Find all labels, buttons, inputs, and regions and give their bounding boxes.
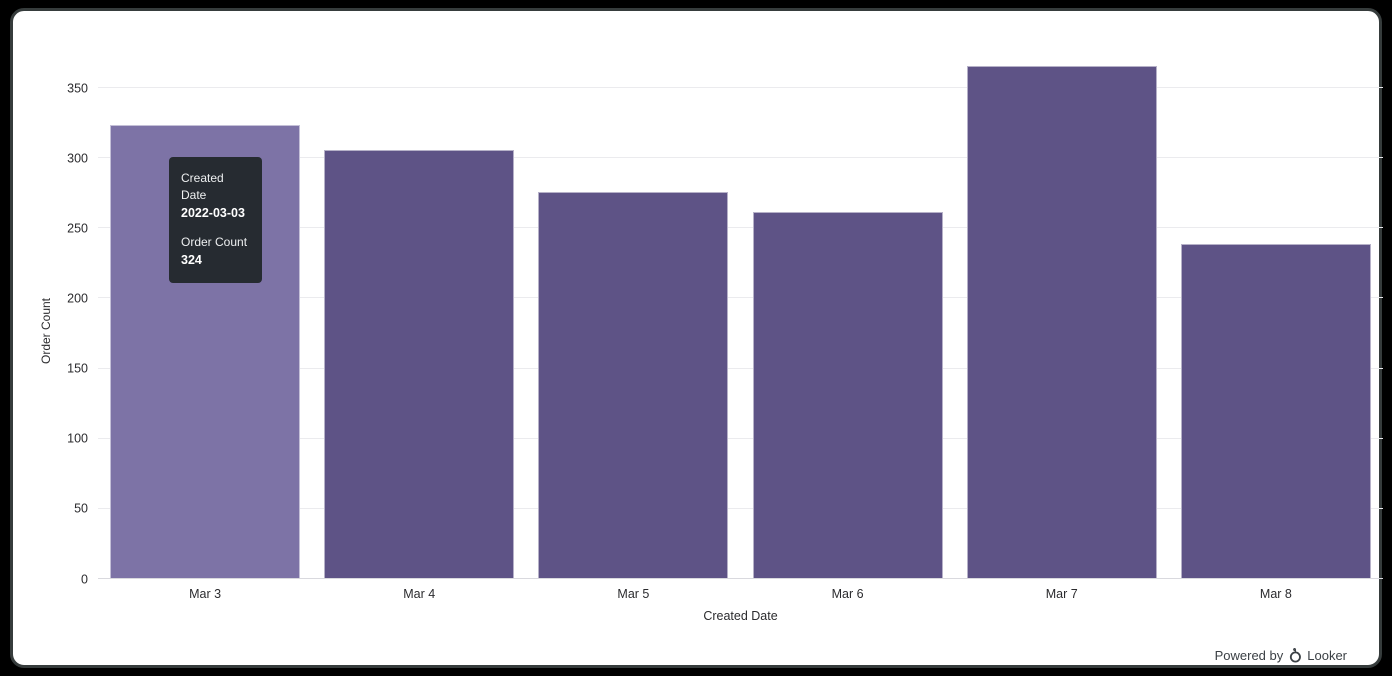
x-tick-label: Mar 8	[1259, 587, 1292, 601]
y-tick-label: 100	[67, 431, 88, 446]
bar-mar-6[interactable]	[752, 211, 943, 579]
powered-by-text: Powered by	[1214, 648, 1284, 663]
bar-mar-8[interactable]	[1180, 243, 1371, 579]
gridline	[98, 367, 1383, 369]
gridline	[98, 507, 1383, 509]
y-axis-ticks: 0 50 100 150 200 250 300 350	[33, 31, 88, 585]
x-axis-line	[98, 578, 1383, 579]
plot-area	[98, 31, 1383, 579]
gridline	[98, 437, 1383, 439]
tooltip-y-value: 324	[181, 253, 202, 267]
y-tick-label: 200	[67, 291, 88, 306]
bar-mar-5[interactable]	[538, 191, 729, 579]
y-tick-label: 150	[67, 361, 88, 376]
x-tick-label: Mar 3	[189, 587, 222, 601]
x-axis-ticks: Mar 3 Mar 4 Mar 5 Mar 6 Mar 7 Mar 8	[98, 588, 1383, 604]
gridline	[98, 297, 1383, 299]
bar-mar-7[interactable]	[966, 65, 1157, 579]
x-tick-label: Mar 7	[1045, 587, 1078, 601]
powered-by-looker[interactable]: Powered by Looker	[1215, 647, 1347, 664]
brand-text: Looker	[1307, 648, 1347, 663]
gridline	[98, 227, 1383, 229]
tooltip: Created Date 2022-03-03 Order Count 324	[169, 157, 262, 283]
gridline	[98, 87, 1383, 89]
tooltip-y-label: Order Count	[181, 235, 248, 249]
y-tick-label: 250	[67, 221, 88, 236]
gridline	[98, 157, 1383, 159]
x-axis-title: Created Date	[703, 609, 778, 623]
y-tick-label: 0	[81, 571, 88, 586]
tooltip-spacer	[181, 222, 250, 234]
x-tick-label: Mar 5	[617, 587, 650, 601]
y-tick-label: 300	[67, 150, 88, 165]
tooltip-x-label: Created Date	[181, 171, 224, 202]
looker-logo-icon	[1287, 647, 1303, 664]
y-tick-label: 50	[74, 501, 88, 516]
tooltip-x-value: 2022-03-03	[181, 206, 245, 220]
x-tick-label: Mar 6	[831, 587, 864, 601]
bar-mar-4[interactable]	[324, 149, 515, 579]
y-tick-label: 350	[67, 80, 88, 95]
x-tick-label: Mar 4	[403, 587, 436, 601]
